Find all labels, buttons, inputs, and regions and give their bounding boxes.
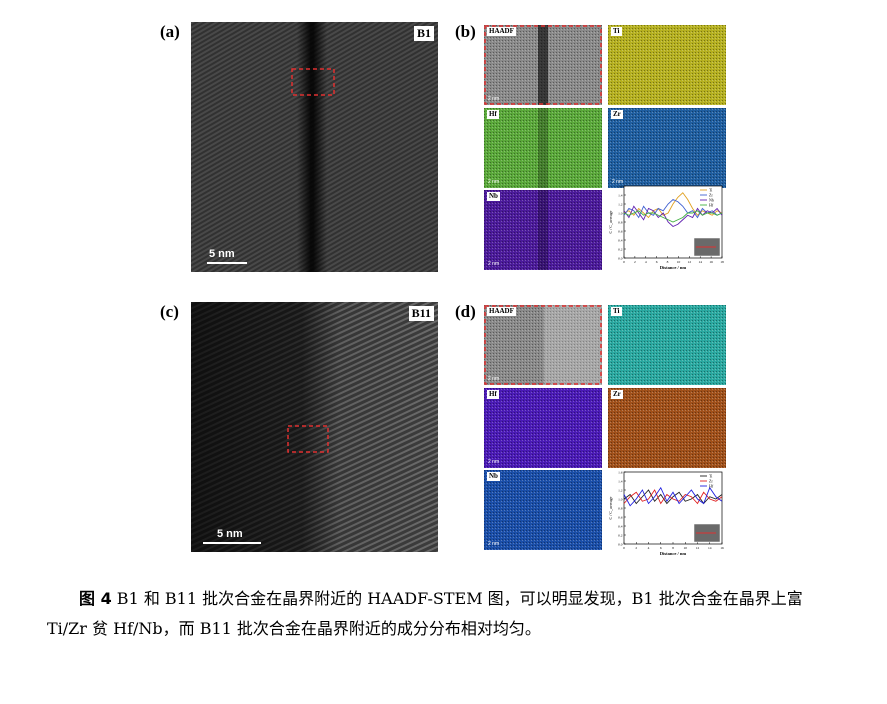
- element-map-label: Ti: [611, 27, 622, 36]
- series-line-zr: [623, 489, 723, 505]
- y-tick-label: 0.2: [618, 248, 623, 252]
- series-line-nb: [623, 205, 723, 228]
- map-scale-bar: 2 nm: [488, 96, 500, 102]
- y-tick-label: 1.4: [618, 194, 623, 198]
- y-tick-label: 0.6: [618, 230, 623, 234]
- y-tick-label: 1.0: [618, 498, 623, 502]
- x-tick-label: 8: [667, 260, 669, 264]
- sample-label-b11: B11: [408, 306, 434, 321]
- x-tick-label: 2: [635, 546, 637, 550]
- panel-b-letter: (b): [455, 22, 476, 41]
- panel-c-letter: (c): [160, 302, 179, 321]
- element-map-nb: Nb 2 nm: [484, 190, 602, 270]
- series-line-zr: [623, 198, 723, 219]
- legend-label-ti: Ti: [709, 188, 713, 193]
- x-tick-label: 6: [660, 546, 662, 550]
- hrtem-image-b1: B1 5 nm: [191, 22, 438, 272]
- x-tick-label: 6: [656, 260, 658, 264]
- y-tick-label: 0.8: [618, 507, 623, 511]
- y-tick-label: 0.8: [618, 221, 623, 225]
- panel-a-letter: (a): [160, 22, 180, 41]
- element-map-label: HAADF: [487, 307, 516, 316]
- series-line-hf: [623, 486, 723, 507]
- y-tick-label: 0.4: [618, 525, 623, 529]
- line-profile-chart-b: 0.0 0.2 0.4 0.6 0.8 1.0 1.2 1.4 1.6 0 2 4 6 8 10 12 14 16…: [608, 180, 726, 276]
- y-axis-label: C / C_average: [608, 496, 613, 519]
- element-map-ti: Ti: [608, 25, 726, 105]
- element-map-label: Nb: [487, 472, 500, 481]
- legend-label-zr: Zr: [709, 193, 713, 198]
- legend-label-hf: Hf: [709, 203, 714, 208]
- element-map-zr: Zr 2 nm: [608, 108, 726, 188]
- map-scale-bar: 2 nm: [488, 541, 500, 547]
- x-tick-label: 16: [720, 546, 724, 550]
- element-map-hf: Hf 2 nm: [484, 108, 602, 188]
- map-scale-bar: 2 nm: [488, 376, 500, 382]
- x-tick-label: 8: [672, 546, 674, 550]
- x-tick-label: 12: [696, 546, 700, 550]
- element-map-label: Zr: [611, 390, 623, 399]
- map-scale-bar: 2 nm: [612, 179, 624, 185]
- figure-caption: 图 4 B1 和 B11 批次合金在晶界附近的 HAADF-STEM 图，可以明…: [47, 584, 847, 644]
- series-line-hf: [623, 210, 723, 223]
- element-map-zr: Zr: [608, 388, 726, 468]
- element-map-label: Ti: [611, 307, 622, 316]
- element-map-haadf: HAADF 2 nm: [484, 305, 602, 385]
- x-tick-label: 14: [708, 546, 712, 550]
- map-scale-bar: 2 nm: [488, 459, 500, 465]
- x-tick-label: 18: [720, 260, 724, 264]
- element-map-nb: Nb 2 nm: [484, 470, 602, 550]
- y-tick-label: 0.6: [618, 516, 623, 520]
- element-map-label: HAADF: [487, 27, 516, 36]
- panel-d-letter: (d): [455, 302, 476, 321]
- element-map-haadf: HAADF 2 nm: [484, 25, 602, 105]
- y-tick-label: 1.4: [618, 480, 623, 484]
- y-tick-label: 1.0: [618, 212, 623, 216]
- x-tick-label: 0: [623, 260, 625, 264]
- y-tick-label: 0.0: [618, 543, 623, 547]
- legend-label-nb: Nb: [709, 198, 714, 203]
- legend-label-ti: Ti: [709, 474, 713, 479]
- x-tick-label: 16: [709, 260, 713, 264]
- y-tick-label: 0.2: [618, 534, 623, 538]
- element-map-label: Hf: [487, 110, 499, 119]
- x-tick-label: 10: [684, 546, 688, 550]
- caption-text: B1 和 B11 批次合金在晶界附近的 HAADF-STEM 图，可以明显发现，…: [47, 589, 803, 638]
- x-tick-label: 10: [677, 260, 681, 264]
- y-tick-label: 0.0: [618, 257, 623, 261]
- y-tick-label: 1.2: [618, 203, 623, 207]
- element-map-hf: Hf 2 nm: [484, 388, 602, 468]
- x-tick-label: 12: [688, 260, 692, 264]
- map-scale-bar: 2 nm: [488, 261, 500, 267]
- x-tick-label: 0: [623, 546, 625, 550]
- figure-number: 图 4: [79, 589, 112, 608]
- y-tick-label: 1.6: [618, 185, 623, 189]
- element-map-label: Hf: [487, 390, 499, 399]
- y-tick-label: 1.2: [618, 489, 623, 493]
- element-map-label: Nb: [487, 192, 500, 201]
- y-tick-label: 1.6: [618, 471, 623, 475]
- x-tick-label: 4: [648, 546, 650, 550]
- map-scale-bar: 2 nm: [488, 179, 500, 185]
- legend-label-hf: Hf: [709, 484, 714, 489]
- y-axis-label: C / C_average: [608, 210, 613, 233]
- y-tick-label: 0.4: [618, 239, 623, 243]
- x-axis-label: Distance / nm: [660, 551, 687, 556]
- x-tick-label: 14: [698, 260, 702, 264]
- legend-label-zr: Zr: [709, 479, 713, 484]
- hrtem-image-b11: B11 5 nm: [191, 302, 438, 552]
- element-map-label: Zr: [611, 110, 623, 119]
- x-tick-label: 4: [645, 260, 647, 264]
- line-profile-chart-d: 0.0 0.2 0.4 0.6 0.8 1.0 1.2 1.4 1.6 0 2 4 6 8 10 12 14 16…: [608, 466, 726, 562]
- x-axis-label: Distance / nm: [660, 265, 687, 270]
- element-map-ti: Ti: [608, 305, 726, 385]
- x-tick-label: 2: [634, 260, 636, 264]
- sample-label-b1: B1: [413, 26, 434, 41]
